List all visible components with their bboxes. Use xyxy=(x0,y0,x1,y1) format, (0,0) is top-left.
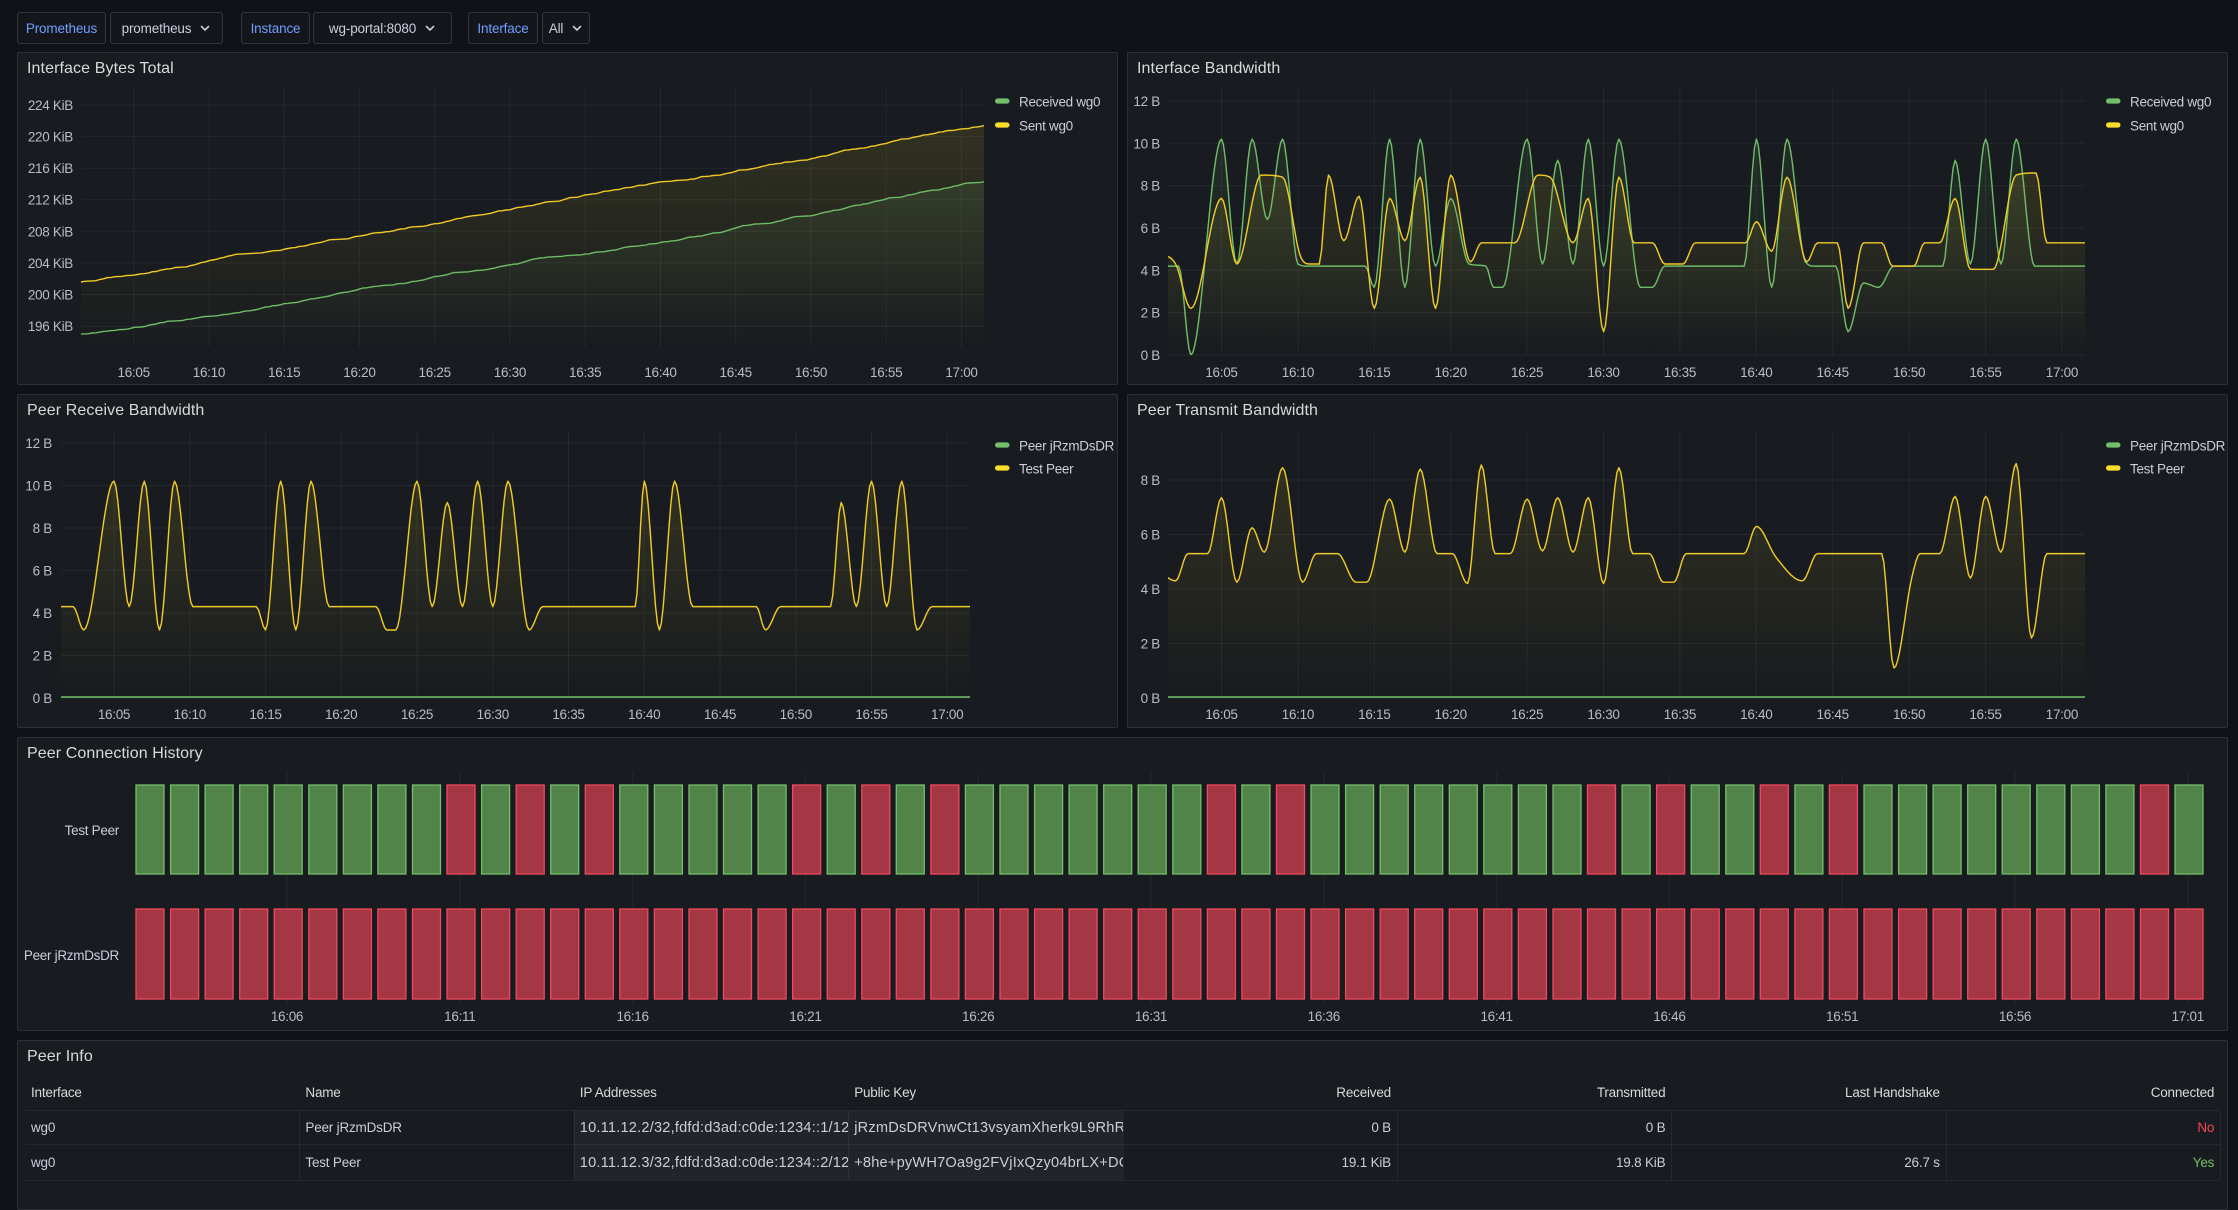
svg-text:16:10: 16:10 xyxy=(193,365,225,380)
svg-text:16:41: 16:41 xyxy=(1480,1009,1512,1024)
svg-text:16:50: 16:50 xyxy=(780,707,812,722)
svg-text:16:55: 16:55 xyxy=(1969,365,2001,380)
svg-text:16:05: 16:05 xyxy=(1205,365,1237,380)
svg-text:16:26: 16:26 xyxy=(962,1009,994,1024)
svg-text:17:00: 17:00 xyxy=(931,707,963,722)
svg-text:16:15: 16:15 xyxy=(1358,365,1390,380)
svg-text:16:31: 16:31 xyxy=(1135,1009,1167,1024)
svg-text:17:00: 17:00 xyxy=(2046,707,2078,722)
svg-text:2 B: 2 B xyxy=(33,649,53,664)
svg-text:16:25: 16:25 xyxy=(419,365,451,380)
svg-text:16:35: 16:35 xyxy=(1664,365,1696,380)
svg-text:12 B: 12 B xyxy=(1133,94,1160,109)
svg-text:Test Peer: Test Peer xyxy=(65,823,120,838)
svg-text:16:05: 16:05 xyxy=(98,707,130,722)
svg-text:16:20: 16:20 xyxy=(325,707,357,722)
svg-text:16:15: 16:15 xyxy=(1358,707,1390,722)
svg-text:Peer jRzmDsDR: Peer jRzmDsDR xyxy=(2130,439,2226,454)
svg-text:220 KiB: 220 KiB xyxy=(28,130,73,145)
svg-text:16:30: 16:30 xyxy=(1587,707,1619,722)
svg-text:16:25: 16:25 xyxy=(401,707,433,722)
svg-text:200 KiB: 200 KiB xyxy=(28,288,73,303)
svg-text:16:36: 16:36 xyxy=(1308,1009,1340,1024)
svg-text:16:40: 16:40 xyxy=(1740,707,1772,722)
svg-text:6 B: 6 B xyxy=(33,564,53,579)
svg-text:16:30: 16:30 xyxy=(477,707,509,722)
svg-text:16:25: 16:25 xyxy=(1511,707,1543,722)
svg-text:4 B: 4 B xyxy=(1141,263,1161,278)
svg-text:12 B: 12 B xyxy=(25,436,52,451)
svg-text:16:46: 16:46 xyxy=(1653,1009,1685,1024)
svg-text:6 B: 6 B xyxy=(1141,221,1161,236)
svg-text:16:10: 16:10 xyxy=(174,707,206,722)
svg-text:16:55: 16:55 xyxy=(1969,707,2001,722)
svg-text:10 B: 10 B xyxy=(25,479,52,494)
svg-text:16:35: 16:35 xyxy=(569,365,601,380)
svg-text:Sent wg0: Sent wg0 xyxy=(1019,119,1073,134)
svg-text:2 B: 2 B xyxy=(1141,637,1161,652)
svg-text:16:55: 16:55 xyxy=(855,707,887,722)
svg-text:4 B: 4 B xyxy=(33,606,53,621)
svg-text:16:30: 16:30 xyxy=(1587,365,1619,380)
svg-text:Peer jRzmDsDR: Peer jRzmDsDR xyxy=(24,948,120,963)
svg-text:196 KiB: 196 KiB xyxy=(28,319,73,334)
svg-text:216 KiB: 216 KiB xyxy=(28,161,73,176)
svg-text:16:15: 16:15 xyxy=(249,707,281,722)
svg-text:204 KiB: 204 KiB xyxy=(28,256,73,271)
svg-text:16:35: 16:35 xyxy=(552,707,584,722)
svg-text:16:21: 16:21 xyxy=(789,1009,821,1024)
svg-text:16:20: 16:20 xyxy=(1435,365,1467,380)
svg-text:16:35: 16:35 xyxy=(1664,707,1696,722)
svg-text:16:15: 16:15 xyxy=(268,365,300,380)
svg-text:Sent wg0: Sent wg0 xyxy=(2130,119,2184,134)
svg-text:0 B: 0 B xyxy=(1141,348,1161,363)
svg-text:16:55: 16:55 xyxy=(870,365,902,380)
svg-text:16:45: 16:45 xyxy=(1817,365,1849,380)
svg-text:10 B: 10 B xyxy=(1133,136,1160,151)
svg-text:16:25: 16:25 xyxy=(1511,365,1543,380)
svg-text:Received wg0: Received wg0 xyxy=(2130,95,2211,110)
svg-text:Peer jRzmDsDR: Peer jRzmDsDR xyxy=(1019,439,1115,454)
svg-text:224 KiB: 224 KiB xyxy=(28,98,73,113)
svg-text:16:05: 16:05 xyxy=(118,365,150,380)
svg-text:0 B: 0 B xyxy=(33,691,53,706)
svg-text:16:40: 16:40 xyxy=(628,707,660,722)
svg-text:208 KiB: 208 KiB xyxy=(28,224,73,239)
svg-text:17:01: 17:01 xyxy=(2172,1009,2204,1024)
svg-text:16:10: 16:10 xyxy=(1282,365,1314,380)
svg-text:8 B: 8 B xyxy=(33,521,53,536)
svg-text:16:45: 16:45 xyxy=(1817,707,1849,722)
svg-text:16:50: 16:50 xyxy=(1893,707,1925,722)
svg-text:16:16: 16:16 xyxy=(616,1009,648,1024)
svg-text:16:45: 16:45 xyxy=(704,707,736,722)
svg-text:2 B: 2 B xyxy=(1141,306,1161,321)
svg-text:Test Peer: Test Peer xyxy=(1019,462,1074,477)
svg-text:16:50: 16:50 xyxy=(1893,365,1925,380)
svg-text:16:30: 16:30 xyxy=(494,365,526,380)
svg-text:16:51: 16:51 xyxy=(1826,1009,1858,1024)
svg-text:17:00: 17:00 xyxy=(945,365,977,380)
svg-text:16:10: 16:10 xyxy=(1282,707,1314,722)
svg-text:Test Peer: Test Peer xyxy=(2130,462,2185,477)
svg-text:16:06: 16:06 xyxy=(271,1009,303,1024)
svg-text:Received wg0: Received wg0 xyxy=(1019,95,1100,110)
svg-text:16:40: 16:40 xyxy=(1740,365,1772,380)
svg-text:16:11: 16:11 xyxy=(444,1009,475,1024)
svg-text:212 KiB: 212 KiB xyxy=(28,193,73,208)
svg-text:16:56: 16:56 xyxy=(1999,1009,2031,1024)
svg-text:16:20: 16:20 xyxy=(1435,707,1467,722)
svg-text:16:50: 16:50 xyxy=(795,365,827,380)
svg-text:8 B: 8 B xyxy=(1141,179,1161,194)
svg-text:16:40: 16:40 xyxy=(644,365,676,380)
svg-text:16:05: 16:05 xyxy=(1205,707,1237,722)
svg-text:8 B: 8 B xyxy=(1141,473,1161,488)
svg-text:0 B: 0 B xyxy=(1141,691,1161,706)
svg-text:16:20: 16:20 xyxy=(343,365,375,380)
svg-text:4 B: 4 B xyxy=(1141,582,1161,597)
svg-text:17:00: 17:00 xyxy=(2046,365,2078,380)
svg-text:6 B: 6 B xyxy=(1141,528,1161,543)
svg-text:16:45: 16:45 xyxy=(720,365,752,380)
